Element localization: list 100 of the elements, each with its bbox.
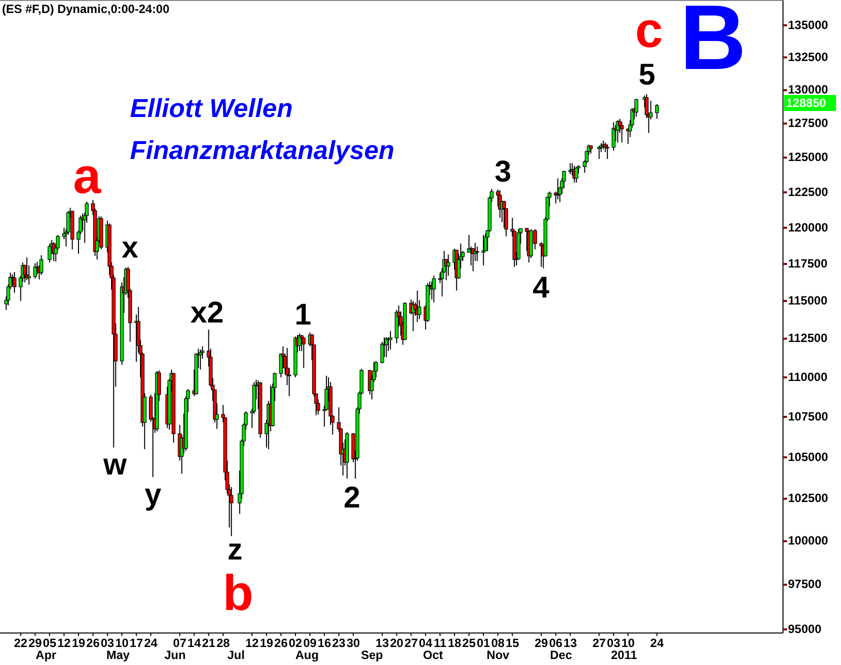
x-tick-label: 11	[434, 636, 447, 650]
candlestick	[482, 234, 486, 266]
y-tick-label: 135000	[788, 18, 828, 32]
candlestick	[574, 166, 578, 184]
x-tick-label: 27	[592, 636, 606, 650]
annotation: B	[680, 0, 746, 89]
x-tick-label: 13	[564, 636, 578, 650]
x-tick-label: 17	[130, 636, 144, 650]
candlestick	[605, 144, 610, 160]
x-tick-label: 10	[115, 636, 129, 650]
x-tick-label: 18	[448, 636, 462, 650]
text: 128850	[786, 96, 826, 110]
x-tick-label: 15	[506, 636, 520, 650]
annotation: z	[228, 534, 242, 566]
candlestick	[597, 145, 602, 160]
y-tick-label: 112500	[788, 331, 828, 346]
x-tick-label: 08	[491, 636, 505, 650]
y-tick-label: 120000	[788, 220, 828, 234]
text: Sep	[360, 648, 384, 662]
y-tick-label: 115000	[788, 293, 828, 308]
x-tick-label: 23	[332, 636, 346, 650]
annotation: 5	[638, 58, 656, 92]
y-tick-label: 117500	[788, 256, 828, 270]
x-tick-label: 21	[202, 636, 216, 650]
x-tick-label: 29	[534, 636, 548, 650]
text: Jun	[164, 648, 186, 662]
x-tick-label: 07	[173, 636, 187, 650]
candlestick	[556, 178, 560, 200]
text: Apr	[36, 648, 57, 662]
x-tick-label: 03	[606, 636, 621, 650]
x-tick-label: 26	[86, 636, 100, 650]
y-tick-label: 107500	[788, 409, 828, 424]
candlestick	[620, 122, 624, 144]
candlestick	[48, 244, 52, 263]
candlestick	[634, 98, 638, 118]
x-tick-label: 06	[549, 636, 563, 650]
x-tick-label: 29	[28, 636, 42, 650]
x-tick-label: 04	[418, 636, 433, 650]
x-tick-label: 02	[288, 636, 302, 650]
candlestick	[380, 341, 384, 364]
x-tick-label: 24	[144, 636, 158, 650]
x-tick-label: 28	[216, 636, 230, 650]
y-tick-label: 132500	[788, 50, 828, 64]
annotation: y	[144, 478, 162, 512]
x-tick-label: 25	[462, 636, 476, 650]
x-tick-label: 14	[188, 636, 202, 650]
y-tick-label: 97500	[788, 577, 822, 592]
x-tick-label: 30	[346, 636, 360, 650]
text: Oct	[422, 648, 444, 662]
y-tick-label: 105000	[788, 450, 828, 464]
annotation: x	[122, 232, 139, 264]
chart-title: (ES #F,D) Dynamic,0:00-24:00	[2, 2, 170, 16]
annotation: 3	[494, 156, 512, 188]
text: Aug	[295, 648, 319, 662]
annotation: b	[222, 565, 254, 621]
candlestick	[655, 104, 659, 120]
candlestick	[374, 360, 378, 378]
y-tick-label: 100000	[788, 534, 828, 548]
x-tick-label: 27	[404, 636, 418, 650]
annotation: x2	[190, 296, 224, 330]
x-tick-label: 24	[650, 636, 664, 650]
y-tick-label: 102500	[788, 491, 828, 506]
x-tick-label: 19	[260, 636, 274, 650]
x-tick-label: 19	[72, 636, 86, 650]
candlestick	[229, 486, 234, 537]
annotation: 4	[532, 272, 550, 304]
annotation: 1	[294, 298, 312, 332]
candlestick	[446, 254, 450, 276]
x-tick-label: 10	[621, 636, 636, 650]
candlestick	[475, 246, 480, 262]
x-tick-label: 09	[303, 636, 317, 650]
x-tick-label: 12	[245, 636, 260, 650]
annotation: Elliott Wellen	[130, 93, 293, 123]
annotation: 2	[344, 482, 360, 514]
annotation: w	[102, 448, 128, 482]
annotation: Finanzmarktanalysen	[130, 135, 394, 165]
annotation: a	[73, 148, 102, 204]
x-tick-label: 22	[14, 636, 28, 650]
x-tick-label: 13	[376, 636, 390, 650]
candlestick	[432, 275, 436, 303]
candlestick	[612, 122, 616, 152]
x-tick-label: 20	[390, 636, 404, 650]
y-tick-label: 127500	[788, 116, 828, 130]
x-tick-label: 26	[274, 636, 288, 650]
x-tick-label: 03	[100, 636, 114, 650]
candlestick	[302, 336, 306, 368]
candlestick	[33, 262, 38, 280]
candlestick	[568, 162, 572, 175]
x-tick-label: 16	[318, 636, 332, 650]
text: Nov	[486, 648, 510, 662]
text: Jul	[227, 648, 245, 662]
y-tick-label: 130000	[788, 82, 828, 97]
candlestick	[12, 272, 16, 294]
text: 2011	[610, 648, 638, 662]
x-tick-label: 12	[57, 636, 72, 650]
y-tick-label: 95000	[788, 622, 822, 636]
y-tick-label: 122500	[788, 184, 828, 199]
text: May	[106, 648, 130, 662]
y-tick-label: 125000	[788, 150, 828, 164]
x-tick-label: 01	[476, 636, 490, 650]
